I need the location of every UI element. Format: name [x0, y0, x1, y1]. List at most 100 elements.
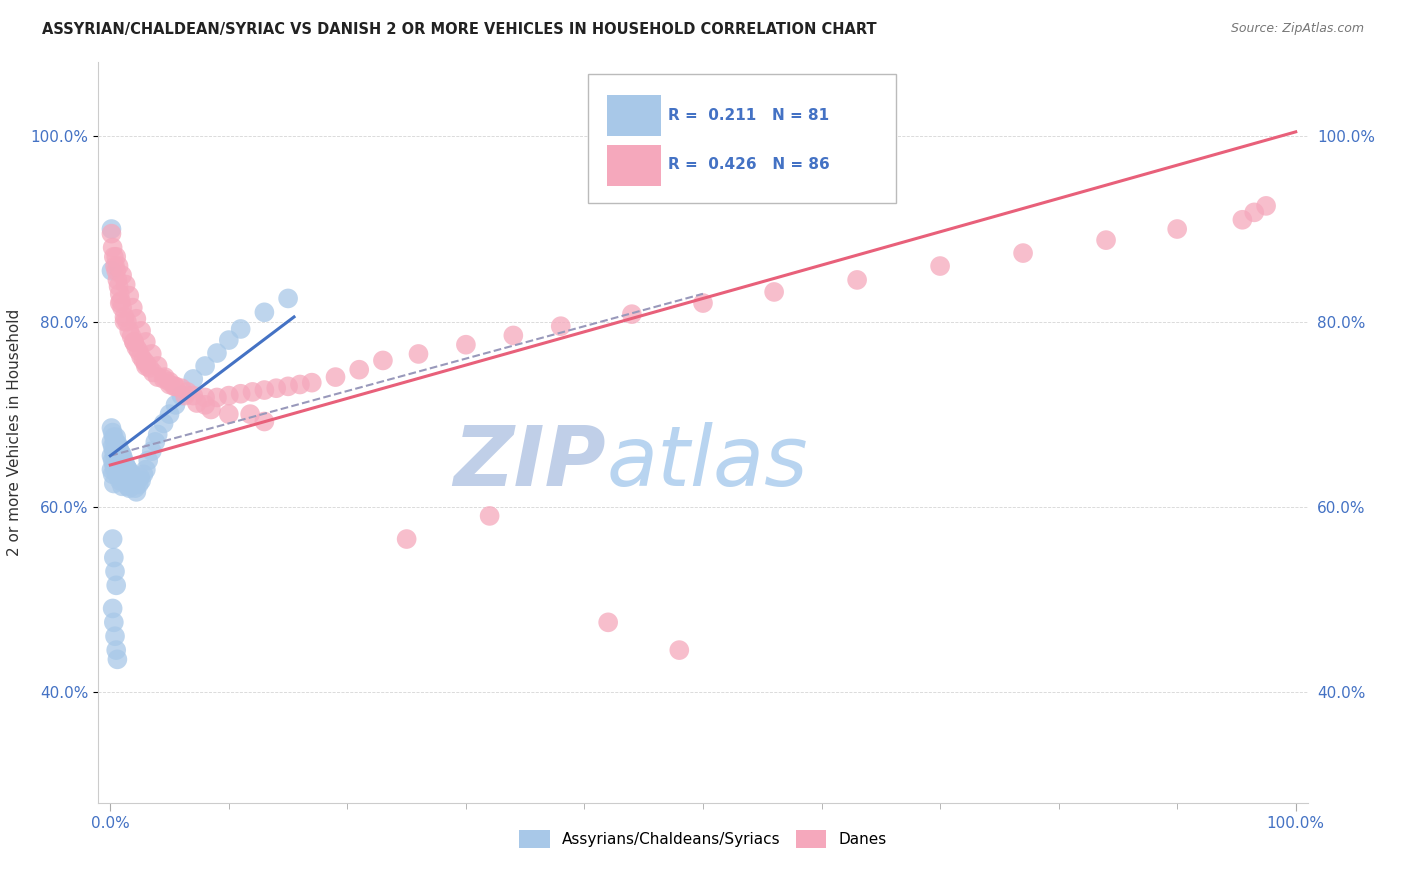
Legend: Assyrians/Chaldeans/Syriacs, Danes: Assyrians/Chaldeans/Syriacs, Danes	[513, 823, 893, 855]
Point	[288, 377, 311, 392]
Point	[103, 444, 125, 458]
Point	[138, 360, 160, 375]
Point	[181, 389, 204, 403]
Point	[174, 389, 197, 403]
Point	[125, 311, 148, 326]
Point	[118, 288, 141, 302]
Point	[104, 462, 127, 476]
Point	[152, 372, 174, 386]
Point	[111, 268, 134, 283]
Point	[122, 334, 145, 349]
Point	[100, 462, 122, 476]
Point	[105, 652, 128, 666]
Point	[668, 643, 690, 657]
Point	[105, 578, 128, 592]
Point	[101, 425, 124, 440]
Point	[142, 366, 165, 380]
Point	[108, 286, 131, 301]
Point	[129, 350, 152, 364]
Point	[128, 344, 150, 359]
Point	[110, 294, 132, 309]
Point	[598, 615, 620, 630]
Point	[159, 377, 181, 392]
Point	[107, 455, 129, 469]
Point	[1095, 233, 1118, 247]
Point	[146, 370, 169, 384]
Point	[101, 532, 124, 546]
Text: ZIP: ZIP	[454, 422, 606, 503]
Point	[692, 296, 714, 310]
Point	[229, 386, 252, 401]
Point	[186, 396, 208, 410]
Point	[118, 324, 141, 338]
Text: R =  0.426   N = 86: R = 0.426 N = 86	[668, 157, 830, 172]
Point	[502, 328, 524, 343]
Point	[454, 337, 477, 351]
Point	[253, 383, 276, 397]
Point	[107, 259, 129, 273]
Point	[146, 427, 169, 442]
Point	[165, 398, 187, 412]
Point	[114, 458, 136, 472]
Point	[135, 462, 157, 476]
Point	[135, 356, 157, 370]
Point	[115, 460, 138, 475]
Point	[122, 334, 145, 349]
Point	[105, 430, 128, 444]
Point	[105, 458, 128, 472]
Point	[117, 462, 139, 476]
Point	[104, 259, 127, 273]
Point	[118, 481, 141, 495]
Point	[125, 341, 148, 355]
Point	[125, 484, 148, 499]
Point	[121, 329, 143, 343]
Point	[325, 370, 347, 384]
Point	[218, 389, 240, 403]
Point	[347, 362, 370, 376]
Point	[120, 467, 142, 482]
FancyBboxPatch shape	[607, 145, 661, 186]
Point	[100, 222, 122, 236]
Point	[117, 479, 139, 493]
Point	[395, 532, 418, 546]
Point	[103, 615, 125, 630]
Point	[107, 279, 129, 293]
Point	[153, 370, 176, 384]
Point	[105, 444, 128, 458]
Point	[194, 398, 217, 412]
Point	[108, 460, 131, 475]
Point	[101, 453, 124, 467]
Point	[105, 467, 128, 482]
Text: Source: ZipAtlas.com: Source: ZipAtlas.com	[1230, 22, 1364, 36]
Point	[408, 347, 430, 361]
Point	[129, 474, 152, 488]
Point	[128, 477, 150, 491]
Point	[135, 359, 157, 373]
Point	[103, 550, 125, 565]
Point	[100, 263, 122, 277]
Point	[104, 434, 127, 449]
Point	[110, 446, 132, 460]
Point	[114, 315, 136, 329]
Point	[205, 391, 228, 405]
Point	[229, 322, 252, 336]
Point	[264, 381, 287, 395]
Point	[111, 301, 134, 315]
Point	[159, 407, 181, 421]
Point	[239, 407, 262, 421]
Point	[152, 417, 174, 431]
Point	[103, 430, 125, 444]
Point	[371, 353, 394, 368]
Point	[141, 347, 163, 361]
FancyBboxPatch shape	[588, 73, 897, 203]
Point	[129, 470, 152, 484]
Point	[105, 436, 128, 450]
Point	[218, 333, 240, 347]
Point	[103, 476, 125, 491]
Point	[104, 449, 127, 463]
Point	[112, 468, 135, 483]
Point	[112, 451, 135, 466]
Point	[253, 415, 276, 429]
Point	[242, 384, 264, 399]
Point	[165, 379, 187, 393]
